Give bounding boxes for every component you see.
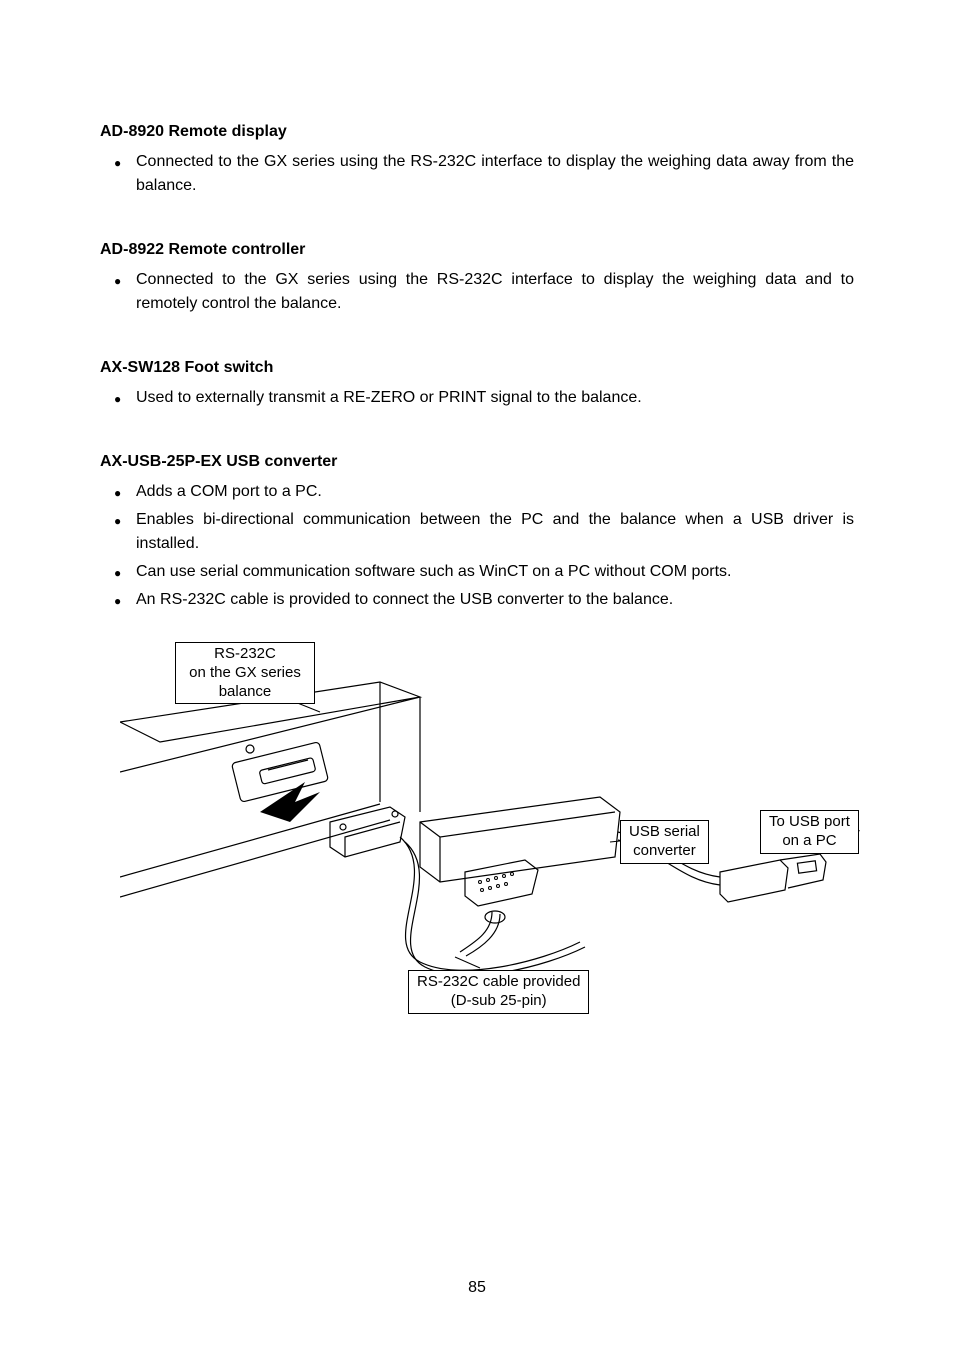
section-title: AX-SW128 Foot switch bbox=[100, 356, 854, 380]
section-title: AX-USB-25P-EX USB converter bbox=[100, 450, 854, 474]
label-usb-port: To USB porton a PC bbox=[760, 810, 859, 854]
bullet-list: Used to externally transmit a RE-ZERO or… bbox=[100, 386, 854, 410]
bullet-item: An RS-232C cable is provided to connect … bbox=[136, 588, 854, 612]
bullet-list: Adds a COM port to a PC. Enables bi-dire… bbox=[100, 480, 854, 612]
bullet-item: Enables bi-directional communication bet… bbox=[136, 508, 854, 556]
section-axusb: AX-USB-25P-EX USB converter Adds a COM p… bbox=[100, 450, 854, 1022]
section-title: AD-8920 Remote display bbox=[100, 120, 854, 144]
bullet-item: Connected to the GX series using the RS-… bbox=[136, 150, 854, 198]
label-cable-provided: RS-232C cable provided(D-sub 25-pin) bbox=[408, 970, 589, 1014]
section-ad8922: AD-8922 Remote controller Connected to t… bbox=[100, 238, 854, 316]
bullet-list: Connected to the GX series using the RS-… bbox=[100, 268, 854, 316]
bullet-item: Can use serial communication software su… bbox=[136, 560, 854, 584]
bullet-item: Used to externally transmit a RE-ZERO or… bbox=[136, 386, 854, 410]
bullet-list: Connected to the GX series using the RS-… bbox=[100, 150, 854, 198]
label-rs232-balance: RS-232Con the GX seriesbalance bbox=[175, 642, 315, 704]
bullet-item: Adds a COM port to a PC. bbox=[136, 480, 854, 504]
bullet-item: Connected to the GX series using the RS-… bbox=[136, 268, 854, 316]
connection-diagram: RS-232Con the GX seriesbalance USB seria… bbox=[120, 642, 880, 1022]
label-usb-converter: USB serialconverter bbox=[620, 820, 709, 864]
section-axsw128: AX-SW128 Foot switch Used to externally … bbox=[100, 356, 854, 410]
section-title: AD-8922 Remote controller bbox=[100, 238, 854, 262]
section-ad8920: AD-8920 Remote display Connected to the … bbox=[100, 120, 854, 198]
page-number: 85 bbox=[0, 1276, 954, 1300]
